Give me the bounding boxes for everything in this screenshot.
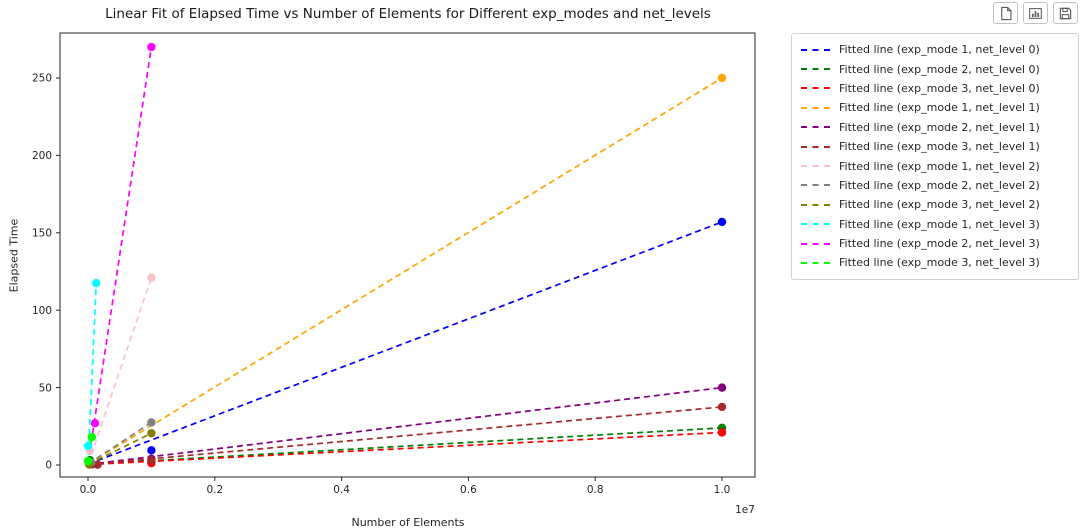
y-tick-label: 200 [32, 150, 52, 162]
data-point [147, 42, 156, 52]
legend-line-sample [801, 68, 830, 71]
open-plot-viewer-button[interactable] [1023, 2, 1048, 24]
legend-item-label: Fitted line (exp_mode 3, net_level 3) [839, 256, 1040, 270]
copy-icon [998, 6, 1013, 21]
legend-line-sample [801, 223, 830, 226]
legend-line-sample [801, 165, 830, 168]
legend-item: Fitted line (exp_mode 1, net_level 2) [801, 156, 1070, 175]
data-point [83, 456, 93, 466]
fitted-line [87, 46, 153, 464]
data-point [83, 441, 93, 451]
fitted-line [87, 386, 723, 466]
data-point [717, 73, 727, 83]
fitted-line [87, 432, 152, 466]
legend-item-label: Fitted line (exp_mode 2, net_level 2) [839, 178, 1040, 192]
data-point [717, 402, 727, 412]
y-tick-label: 100 [32, 305, 52, 317]
x-tick-label: 1.0 [714, 484, 731, 496]
legend-line-sample [801, 242, 830, 245]
axes-frame [59, 32, 756, 478]
fitted-line [87, 431, 723, 466]
bar-chart-icon [1028, 6, 1043, 21]
legend-box: Fitted line (exp_mode 1, net_level 0) Fit… [791, 33, 1079, 280]
save-icon [1058, 6, 1073, 21]
legend-item: Fitted line (exp_mode 3, net_level 1) [801, 137, 1070, 156]
legend-line-sample [801, 106, 830, 109]
legend-item-label: Fitted line (exp_mode 2, net_level 3) [839, 237, 1040, 251]
data-point [147, 456, 156, 465]
legend-item: Fitted line (exp_mode 1, net_level 1) [801, 98, 1070, 117]
chart-title: Linear Fit of Elapsed Time vs Number of … [105, 6, 711, 22]
data-point [92, 278, 101, 288]
x-axis-offset-text: 1e7 [735, 504, 755, 516]
x-tick-label: 0.4 [333, 484, 350, 496]
legend-item-label: Fitted line (exp_mode 2, net_level 1) [839, 120, 1040, 134]
legend-line-sample [801, 126, 830, 129]
fitted-line [87, 77, 723, 465]
legend-line-sample [801, 48, 830, 51]
legend-item: Fitted line (exp_mode 2, net_level 0) [801, 59, 1070, 78]
x-tick-label: 0.0 [80, 484, 97, 496]
x-tick-label: 0.8 [587, 484, 604, 496]
y-tick-label: 0 [45, 460, 52, 472]
legend-item: Fitted line (exp_mode 3, net_level 3) [801, 253, 1070, 272]
y-tick-label: 50 [39, 382, 52, 394]
data-point [147, 446, 156, 455]
data-point [90, 419, 100, 428]
legend-line-sample [801, 87, 830, 90]
legend-item-label: Fitted line (exp_mode 2, net_level 0) [839, 62, 1040, 76]
legend-line-sample [801, 184, 830, 187]
legend-line-sample [801, 203, 830, 206]
legend-line-sample [801, 145, 830, 148]
y-tick-label: 150 [32, 228, 52, 240]
y-axis-label: Elapsed Time [7, 218, 21, 293]
legend-line-sample [801, 261, 830, 264]
fitted-line [87, 221, 723, 466]
legend-item-label: Fitted line (exp_mode 3, net_level 1) [839, 140, 1040, 154]
data-point [93, 460, 102, 469]
x-tick-label: 0.2 [206, 484, 223, 496]
data-point [717, 428, 727, 437]
legend-item: Fitted line (exp_mode 2, net_level 1) [801, 118, 1070, 137]
legend-item-label: Fitted line (exp_mode 3, net_level 2) [839, 198, 1040, 212]
legend-item: Fitted line (exp_mode 2, net_level 3) [801, 234, 1070, 253]
x-tick-label: 0.6 [460, 484, 477, 496]
legend-item: Fitted line (exp_mode 1, net_level 0) [801, 40, 1070, 59]
data-point [147, 418, 156, 427]
legend-item: Fitted line (exp_mode 1, net_level 3) [801, 215, 1070, 234]
x-axis-label: Number of Elements [351, 516, 465, 529]
plot-canvas: 0.0 0.2 0.4 0.6 0.8 1.0 0 50 100 150 200 250 [32, 32, 756, 496]
fitted-line [87, 426, 723, 466]
legend-item: Fitted line (exp_mode 2, net_level 2) [801, 176, 1070, 195]
save-image-button[interactable] [1053, 2, 1078, 24]
data-point [87, 432, 97, 442]
data-point [147, 429, 156, 438]
legend-item-label: Fitted line (exp_mode 1, net_level 0) [839, 43, 1040, 57]
legend-item: Fitted line (exp_mode 3, net_level 0) [801, 79, 1070, 98]
fitted-line [87, 421, 152, 465]
data-point [147, 273, 156, 282]
legend-item-label: Fitted line (exp_mode 1, net_level 3) [839, 217, 1040, 231]
fitted-line [87, 406, 723, 466]
legend-item-label: Fitted line (exp_mode 1, net_level 1) [839, 101, 1040, 115]
output-toolbar [993, 2, 1078, 24]
legend-item: Fitted line (exp_mode 3, net_level 2) [801, 195, 1070, 214]
copy-image-button[interactable] [993, 2, 1018, 24]
data-point [717, 383, 727, 392]
data-point [717, 217, 727, 227]
legend-item-label: Fitted line (exp_mode 3, net_level 0) [839, 81, 1040, 95]
fitted-line [87, 277, 153, 465]
legend-item-label: Fitted line (exp_mode 1, net_level 2) [839, 159, 1040, 173]
y-tick-label: 250 [32, 73, 52, 85]
